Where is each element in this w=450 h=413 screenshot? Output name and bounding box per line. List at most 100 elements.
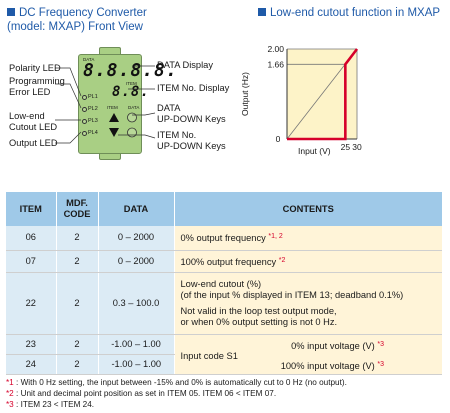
- cell-data: -1.00 – 1.00: [98, 334, 175, 355]
- cell-contents-merged: Input code S1 0% input voltage (V) *3 10…: [174, 334, 442, 375]
- contents-line: Low-end cutout (%): [180, 278, 262, 289]
- chart-y-tick-label: 2.00: [267, 44, 284, 54]
- footnote-ref: *2: [278, 256, 286, 264]
- cell-item: 06: [6, 226, 57, 251]
- merged-label: Input code S1: [180, 350, 238, 361]
- front-view-title: DC Frequency Converter: [7, 7, 147, 20]
- chart-series-line: [287, 48, 359, 141]
- table-row: 07 2 0 – 2000 100% output frequency *2: [6, 250, 442, 273]
- cell-item: 22: [6, 272, 57, 335]
- item-no-display: 8.8.: [112, 84, 150, 100]
- table-header-row: ITEM MDF. CODE DATA CONTENTS: [6, 192, 442, 226]
- callout-polarity-led: Polarity LED: [9, 63, 61, 73]
- output-led: [82, 131, 87, 136]
- cell-item: 07: [6, 250, 57, 273]
- callout-low-end-2: Cutout LED: [9, 122, 58, 132]
- table-row: 06 2 0 – 2000 0% output frequency *1, 2: [6, 226, 442, 251]
- footnote-ref: *3: [377, 360, 384, 368]
- item-up-arrow-icon[interactable]: [109, 113, 119, 122]
- low-end-cutout-led: [82, 119, 87, 124]
- cell-data: -1.00 – 1.00: [98, 354, 174, 375]
- chart-section-title: Low-end cutout function in MXAP: [258, 7, 440, 20]
- callout-output-led: Output LED: [9, 138, 58, 148]
- footnote-2: *2 : Unit and decimal point position as …: [6, 389, 276, 400]
- cell-item: 23: [6, 334, 57, 355]
- programming-error-led: [82, 107, 87, 112]
- callout-programming-2: Error LED: [9, 87, 51, 97]
- cell-contents: 0% output frequency *1, 2: [174, 226, 442, 251]
- chart-y-tick-label: 1.66: [267, 59, 284, 69]
- cell-code: 2: [56, 226, 99, 251]
- settings-table: ITEM MDF. CODE DATA CONTENTS 06 2 0 – 200…: [6, 192, 442, 375]
- key-data-label: DATA: [128, 105, 140, 110]
- callout-data-keys-2: UP-DOWN Keys: [157, 114, 226, 124]
- table-row: 24 2 -1.00 – 1.00: [6, 354, 442, 375]
- cell-code: 2: [56, 272, 99, 335]
- chart-x-tick-label: 0: [276, 134, 281, 144]
- header-code-line1: MDF.: [66, 198, 88, 208]
- callout-low-end-1: Low-end: [9, 111, 45, 121]
- cell-item: 24: [6, 354, 57, 375]
- device-item-label: ITEM: [126, 81, 137, 86]
- callout-item-display: ITEM No. Display: [157, 83, 230, 93]
- header-contents: CONTENTS: [174, 192, 442, 226]
- footnote-mark: *3: [6, 400, 14, 409]
- callout-lines: [55, 65, 156, 144]
- chart-x-tick-label: 25: [341, 142, 351, 152]
- chart-x-axis-label: Input (V): [298, 146, 331, 156]
- cell-code: 2: [56, 354, 99, 375]
- table-row: 22 2 0.3 – 100.0 Low-end cutout (%) (of …: [6, 272, 442, 335]
- callout-data-keys-1: DATA: [157, 103, 181, 113]
- contents-line: Not valid in the loop test output mode,: [180, 305, 337, 316]
- cell-contents: Low-end cutout (%) (of the input % displ…: [174, 272, 442, 335]
- square-bullet-icon: [7, 8, 15, 16]
- contents-line: (of the input % displayed in ITEM 13; de…: [180, 289, 404, 300]
- footnote-3: *3 : ITEM 23 < ITEM 24.: [6, 400, 94, 411]
- footnote-mark: *2: [6, 389, 14, 398]
- footnote-ref: *3: [377, 340, 384, 348]
- cell-data: 0.3 – 100.0: [98, 272, 175, 335]
- footnote-mark: *1: [6, 378, 14, 387]
- front-view-title-line1: DC Frequency Converter: [19, 7, 147, 19]
- cell-data: 0 – 2000: [98, 250, 175, 273]
- contents-text: 100% output frequency: [180, 256, 277, 267]
- callout-item-keys-2: UP-DOWN Keys: [157, 141, 226, 151]
- key-item-label: ITEM: [107, 105, 118, 110]
- contents-line: or when 0% output setting is not 0 Hz.: [180, 316, 338, 327]
- contents-line: 0% input voltage (V) *3: [291, 339, 384, 352]
- front-view-title-line2: (model: MXAP) Front View: [7, 21, 143, 33]
- footnote-text: : ITEM 23 < ITEM 24.: [13, 400, 95, 409]
- header-item: ITEM: [6, 192, 57, 226]
- contents-text: 0% output frequency: [180, 233, 266, 244]
- chart-x-tick-label: 30: [352, 142, 362, 152]
- pl2-label: PL2: [88, 106, 98, 112]
- pl3-label: PL3: [88, 118, 98, 124]
- low-end-cutout-chart: 2.00 1.66 0 25 30 Input (V) Output (Hz): [240, 44, 362, 156]
- footnote-text: : Unit and decimal point position as set…: [13, 389, 277, 398]
- callout-programming-1: Programming: [9, 76, 65, 86]
- chart-title: Low-end cutout function in MXAP: [270, 7, 441, 19]
- chart-y-axis-label: Output (Hz): [240, 72, 250, 116]
- footnote-1: *1 : With 0 Hz setting, the input betwee…: [6, 378, 347, 389]
- header-code-line2: CODE: [63, 209, 91, 219]
- cell-code: 2: [56, 250, 99, 273]
- square-bullet-icon: [258, 8, 266, 16]
- device-data-label: DATA: [83, 57, 95, 62]
- footnote-text: : With 0 Hz setting, the input between -…: [13, 378, 347, 387]
- device-top-tab: [99, 47, 121, 55]
- pl4-label: PL4: [88, 130, 98, 136]
- device-front-panel: DATA 8.8.8.8. ITEM 8.8. PL1 PL2 PL3 PL4 …: [78, 54, 177, 154]
- contents-text: 100% input voltage (V): [280, 360, 375, 371]
- item-down-arrow-icon[interactable]: [109, 128, 119, 137]
- footnote-ref: *1, 2: [268, 233, 283, 241]
- contents-line: 100% input voltage (V) *3: [281, 359, 384, 372]
- polarity-led: [82, 95, 87, 100]
- cell-code: 2: [56, 334, 99, 355]
- device-bottom-tab: [99, 153, 121, 160]
- callout-item-keys-1: ITEM No.: [157, 130, 197, 140]
- header-code: MDF. CODE: [56, 192, 99, 226]
- cell-contents: 100% output frequency *2: [174, 250, 442, 273]
- table-row: 23 2 -1.00 – 1.00 Input code S1 0% input…: [6, 334, 442, 375]
- contents-text: 0% input voltage (V): [291, 340, 375, 351]
- header-data: DATA: [98, 192, 175, 226]
